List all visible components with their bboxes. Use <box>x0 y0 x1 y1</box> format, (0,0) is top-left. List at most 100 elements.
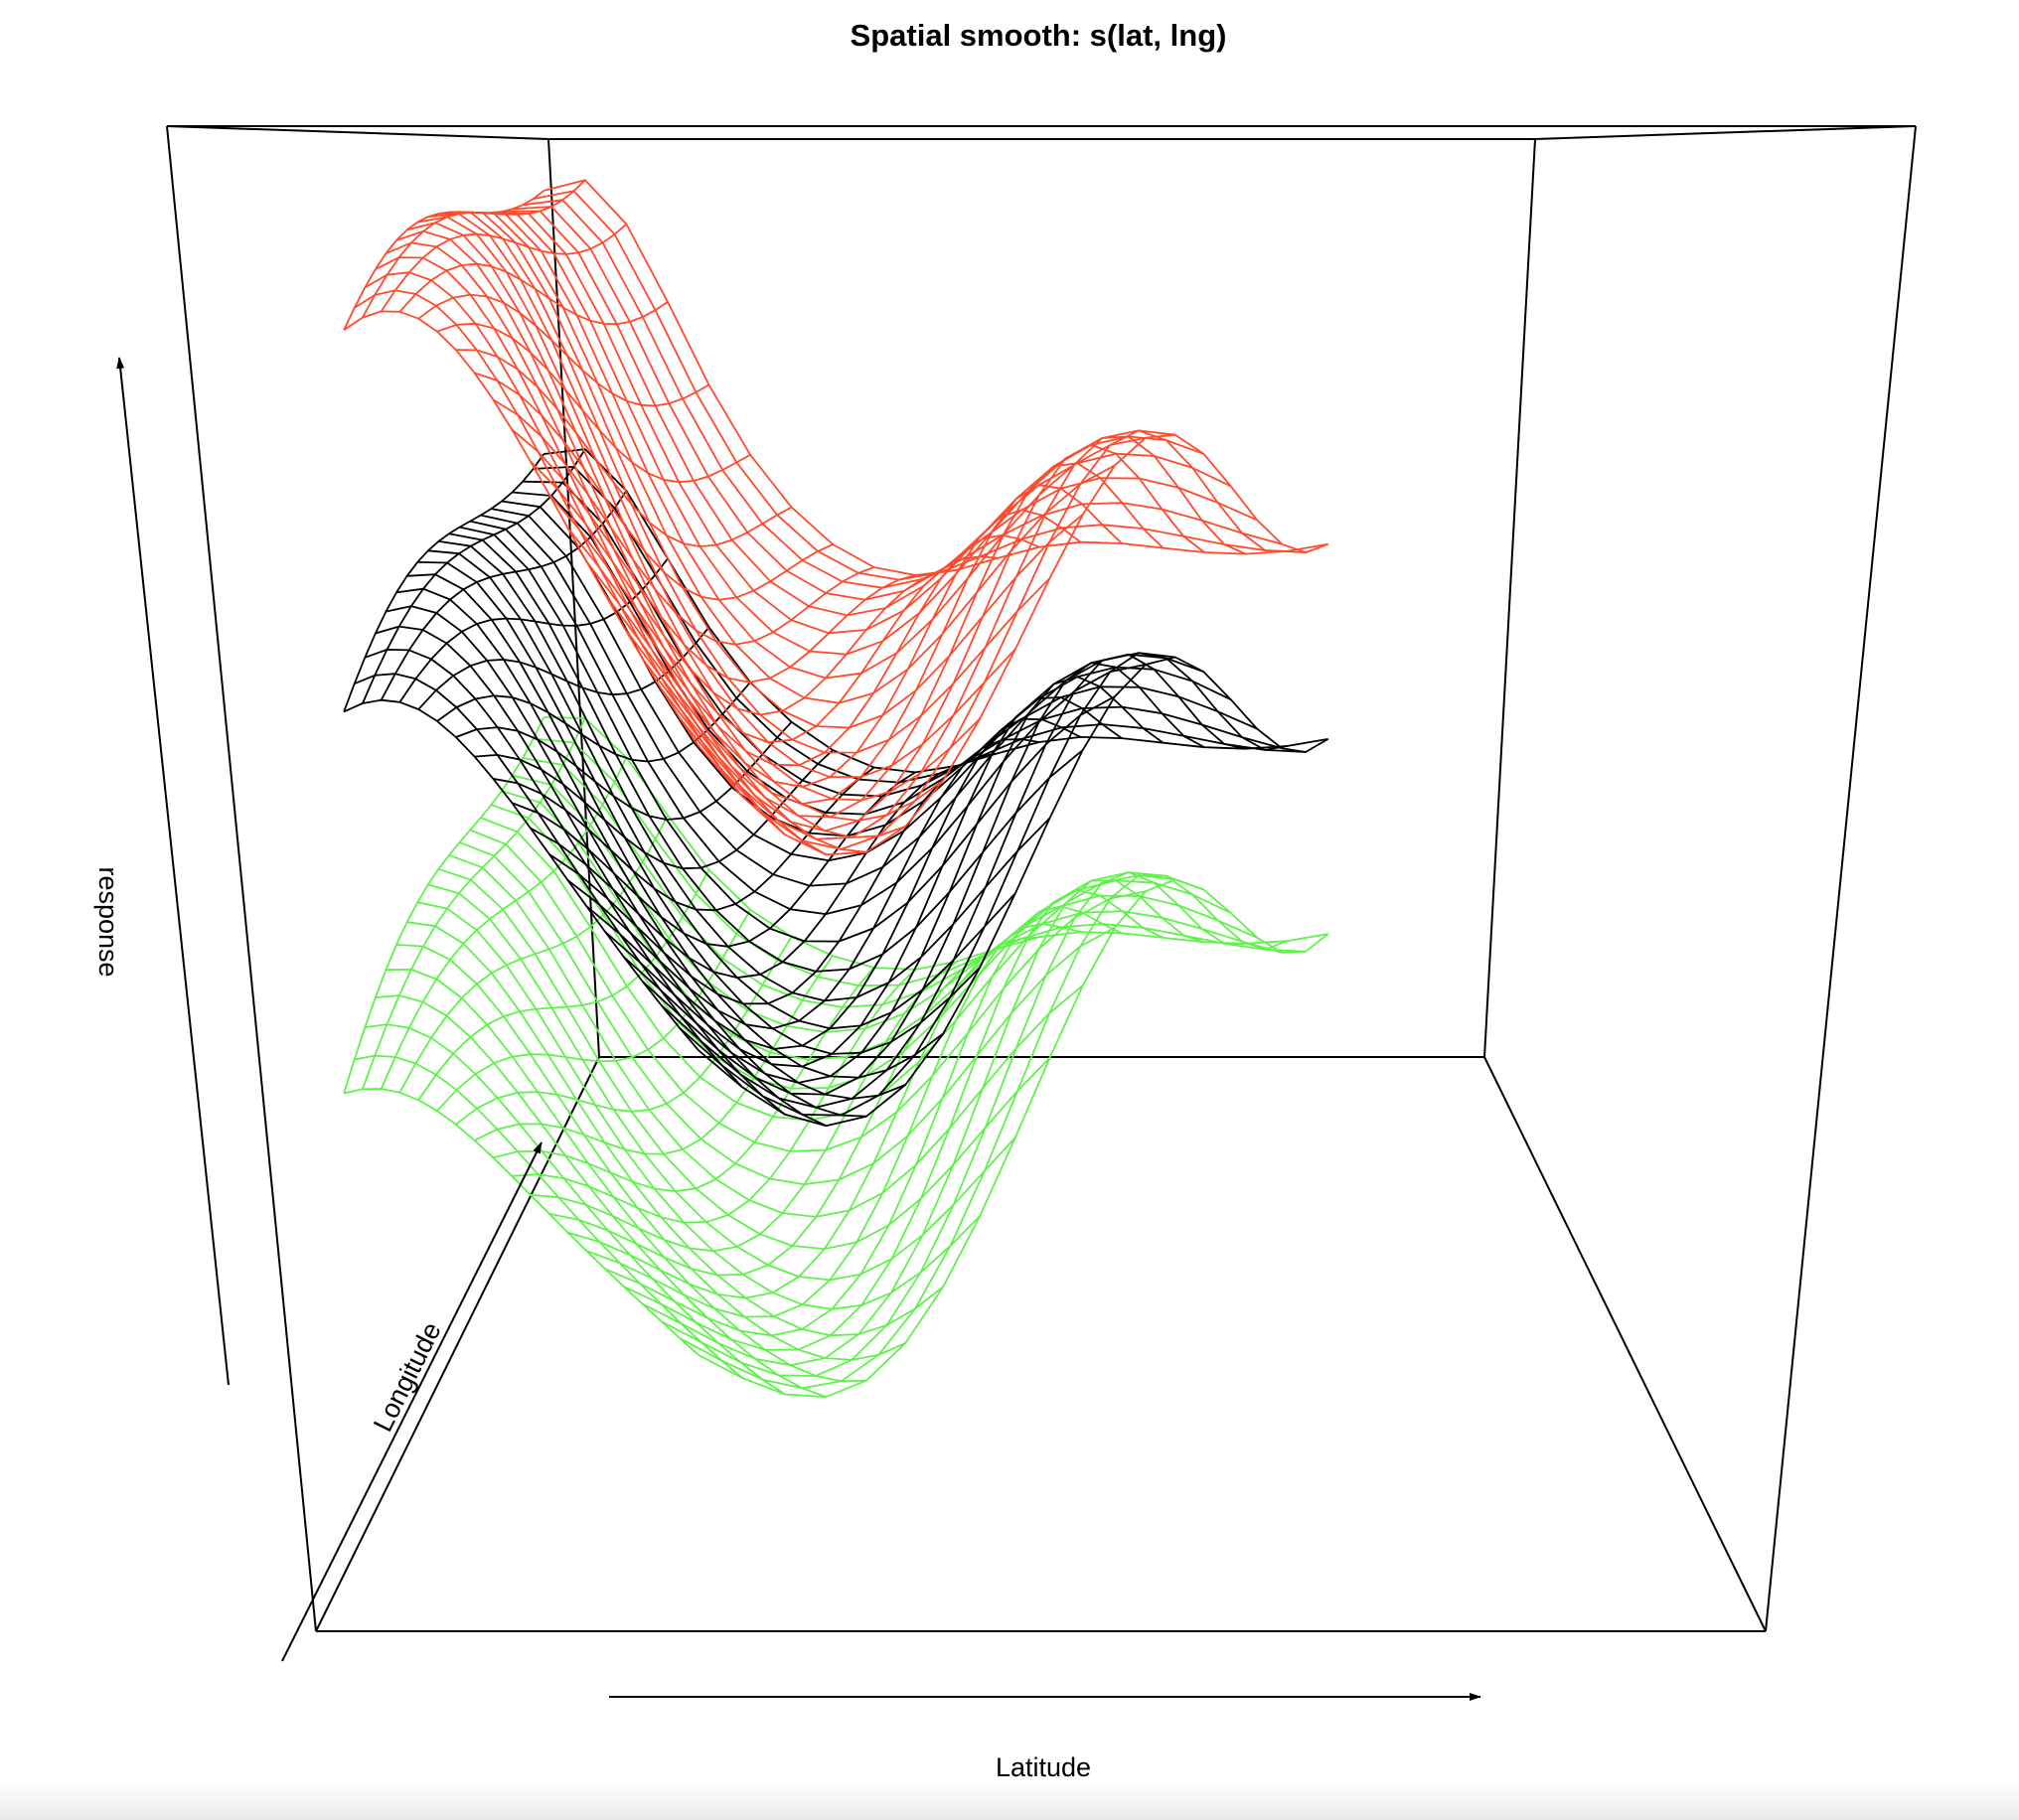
y-axis-label: Longitude <box>368 1317 447 1437</box>
mesh-line-lat-17 <box>660 653 1246 1109</box>
mesh-line-lng-8 <box>427 549 1016 1030</box>
mesh-line-lat-16 <box>642 662 1205 1096</box>
surface-upper <box>343 179 1329 856</box>
plot-box-back <box>166 125 1917 1632</box>
mesh-line-lng-7 <box>417 216 981 802</box>
mesh-line-lat-11 <box>548 947 999 1277</box>
mesh-line-lng-15 <box>501 500 1232 837</box>
mesh-line-lng-16 <box>512 206 1258 601</box>
mesh-line-lat-0 <box>343 716 545 1094</box>
mesh-line-lat-1 <box>362 179 586 319</box>
box-edge <box>166 125 549 140</box>
mesh-line-lat-3 <box>398 262 669 326</box>
mesh-line-lat-10 <box>530 460 957 716</box>
mesh-line-lat-5 <box>436 322 751 484</box>
mesh-line-lng-7 <box>417 561 981 1055</box>
mesh-line-lng-7 <box>417 901 981 1310</box>
mesh-line-lng-9 <box>438 212 1051 754</box>
mesh-line-lng-17 <box>522 757 1283 1008</box>
mesh-line-lng-6 <box>406 921 944 1337</box>
box-edge <box>1483 1056 1767 1632</box>
mesh-line-lng-5 <box>395 587 906 1100</box>
mesh-line-lat-18 <box>679 874 1288 1390</box>
mesh-line-lat-15 <box>623 889 1164 1351</box>
box-edge <box>1483 138 1536 1058</box>
surface-layers <box>343 179 1329 1398</box>
mesh-line-lat-9 <box>511 428 916 683</box>
mesh-line-lat-12 <box>567 936 1039 1299</box>
mesh-line-lng-18 <box>533 737 1307 986</box>
mesh-line-lat-9 <box>512 969 916 1224</box>
mesh-line-lng-3 <box>375 994 827 1398</box>
z-axis-arrow <box>116 357 230 1386</box>
mesh-line-lat-15 <box>623 462 1165 819</box>
mesh-line-lat-14 <box>604 905 1123 1337</box>
mesh-line-lng-10 <box>448 532 1084 973</box>
mesh-line-lat-11 <box>548 494 999 743</box>
mesh-line-lng-5 <box>395 944 906 1361</box>
mesh-line-lat-10 <box>530 764 958 979</box>
mesh-line-lat-19 <box>698 878 1329 1398</box>
mesh-line-lat-7 <box>474 955 834 1155</box>
mesh-line-lng-13 <box>480 817 1175 1122</box>
surface-fit <box>343 448 1329 1128</box>
mesh-line-lat-2 <box>380 757 628 1090</box>
mesh-line-lat-16 <box>641 444 1205 833</box>
mesh-line-lng-11 <box>459 211 1116 704</box>
mesh-line-lat-18 <box>679 429 1288 850</box>
mesh-line-lat-13 <box>585 509 1082 788</box>
mesh-line-lng-18 <box>533 190 1307 581</box>
plot-box-front <box>166 125 1917 1632</box>
mesh-line-lng-0 <box>343 310 699 747</box>
mesh-line-lat-6 <box>455 721 793 821</box>
mesh-line-lat-16 <box>642 879 1205 1367</box>
mesh-line-lng-4 <box>386 605 867 1118</box>
box-edge <box>1534 125 1917 140</box>
mesh-line-lat-13 <box>585 717 1081 1050</box>
mesh-line-lng-6 <box>406 573 944 1079</box>
mesh-line-lng-1 <box>354 1054 743 1379</box>
mesh-line-lng-11 <box>459 526 1116 943</box>
mesh-line-lat-2 <box>380 490 628 701</box>
mesh-line-lat-17 <box>660 435 1246 840</box>
mesh-line-lat-12 <box>566 738 1040 1030</box>
mesh-line-lng-5 <box>395 229 906 838</box>
z-axis-label: response <box>93 866 123 977</box>
mesh-line-lng-10 <box>448 211 1084 729</box>
mesh-line-lng-1 <box>354 673 743 1088</box>
mesh-line-lat-8 <box>492 398 875 646</box>
mesh-line-lng-2 <box>364 271 786 835</box>
mesh-line-lng-0 <box>343 1088 699 1356</box>
mesh-line-lng-15 <box>501 790 1232 1061</box>
mesh-line-lat-4 <box>417 626 710 710</box>
chart-title: Spatial smooth: s(lat, lng) <box>851 18 1227 53</box>
mesh-line-lat-14 <box>604 696 1123 1068</box>
mesh-line-lng-4 <box>386 969 867 1383</box>
mesh-line-lat-1 <box>362 717 586 1090</box>
mesh-line-lng-8 <box>427 213 1016 779</box>
mesh-line-lng-6 <box>406 222 944 822</box>
mesh-line-lat-0 <box>343 190 544 331</box>
mesh-line-lat-14 <box>604 484 1123 805</box>
mesh-line-lng-15 <box>501 210 1232 617</box>
mesh-line-lng-16 <box>512 491 1258 816</box>
mesh-line-lat-19 <box>698 656 1329 1128</box>
mesh-line-lng-12 <box>470 520 1147 915</box>
mesh-line-lat-18 <box>679 652 1288 1117</box>
mesh-line-lng-12 <box>470 211 1147 680</box>
mesh-line-lng-17 <box>522 199 1283 589</box>
mesh-line-lat-6 <box>455 349 793 547</box>
mesh-line-lng-10 <box>448 853 1084 1218</box>
mesh-line-lng-0 <box>343 698 699 1051</box>
mesh-line-lat-7 <box>474 372 834 601</box>
mesh-line-lat-4 <box>417 293 709 407</box>
mesh-line-lat-5 <box>436 682 751 763</box>
mesh-line-lat-2 <box>380 223 627 312</box>
mesh-line-lat-19 <box>698 433 1329 856</box>
mesh-line-lng-14 <box>491 212 1204 635</box>
mesh-line-lat-6 <box>455 936 793 1126</box>
mesh-line-lat-1 <box>362 448 586 704</box>
mesh-line-lng-19 <box>544 716 1328 971</box>
mesh-line-lat-0 <box>343 453 545 712</box>
